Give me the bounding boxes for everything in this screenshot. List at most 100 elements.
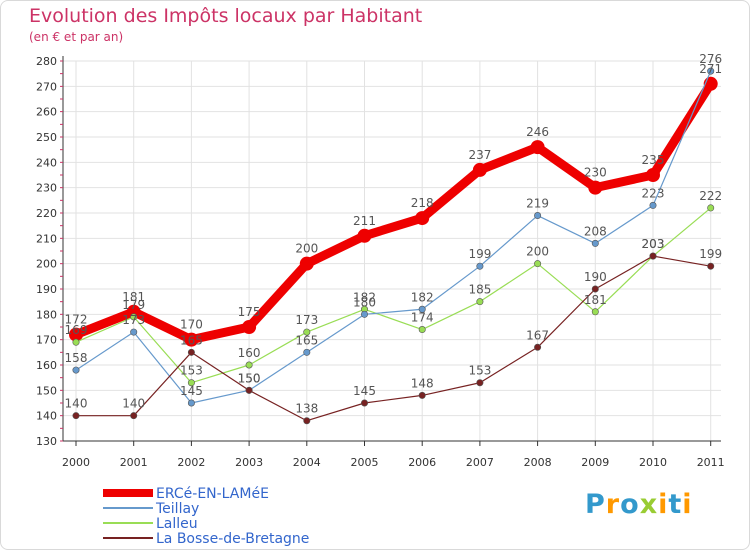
y-tick-label: 200 [36, 258, 57, 271]
series-point-2 [187, 379, 195, 387]
y-tick-label: 230 [36, 182, 57, 195]
series-point-1 [303, 348, 311, 356]
y-tick-label: 140 [36, 410, 57, 423]
data-label: 271 [699, 62, 722, 76]
x-tick-label: 2010 [639, 456, 667, 469]
series-point-0 [530, 140, 545, 155]
data-label: 246 [526, 125, 549, 139]
y-tick-label: 190 [36, 283, 57, 296]
x-tick-label: 2005 [351, 456, 379, 469]
series-point-1 [130, 328, 138, 336]
series-line-2 [75, 207, 712, 384]
x-tick-label: 2011 [697, 456, 725, 469]
y-tick-label: 240 [36, 156, 57, 169]
series-point-2 [476, 298, 484, 306]
data-label: 200 [526, 245, 549, 259]
legend-label: ERCé-EN-LAMéE [156, 486, 269, 502]
data-label: 179 [122, 298, 145, 312]
data-label: 165 [295, 333, 318, 347]
x-tick-label: 2000 [62, 456, 90, 469]
data-label: 165 [180, 333, 203, 347]
logo-letter: P [585, 489, 606, 520]
series-point-3 [360, 399, 368, 407]
series-point-1 [534, 212, 542, 220]
series-point-0 [472, 162, 487, 177]
proxiti-logo: Proxiti [585, 489, 693, 520]
data-label: 160 [238, 346, 261, 360]
series-point-1 [476, 262, 484, 270]
x-tick-label: 2003 [235, 456, 263, 469]
x-tick-label: 2008 [524, 456, 552, 469]
chart-title: Evolution des Impôts locaux par Habitant [29, 5, 423, 27]
logo-letter: i [682, 489, 693, 520]
data-label: 203 [642, 237, 665, 251]
data-label: 182 [411, 290, 434, 304]
data-label: 276 [699, 52, 722, 66]
y-tick-label: 160 [36, 359, 57, 372]
x-tick-label: 2007 [466, 456, 494, 469]
data-label: 235 [642, 153, 665, 167]
series-point-0 [184, 332, 199, 347]
data-label: 181 [584, 293, 607, 307]
y-tick-label: 170 [36, 334, 57, 347]
series-point-0 [415, 211, 430, 226]
chart-subtitle: (en € et par an) [29, 30, 124, 44]
y-tick-label: 280 [36, 55, 57, 68]
data-label: 138 [295, 402, 318, 416]
series-point-0 [588, 180, 603, 195]
data-label: 145 [353, 384, 376, 398]
data-label: 173 [122, 313, 145, 327]
legend-label: Teillay [155, 501, 199, 517]
series-point-2 [245, 361, 253, 369]
data-label: 169 [65, 323, 88, 337]
series-line-0 [71, 79, 716, 345]
series-point-3 [72, 412, 80, 420]
data-label: 170 [180, 318, 203, 332]
x-tick-label: 2002 [177, 456, 205, 469]
series-point-0 [242, 320, 257, 334]
series-point-1 [360, 310, 368, 318]
data-label: 223 [642, 186, 665, 200]
data-label: 181 [122, 290, 145, 304]
data-label: 180 [353, 295, 376, 309]
data-label: 140 [122, 397, 145, 411]
series-point-2 [72, 338, 80, 346]
data-label: 148 [411, 376, 434, 390]
series-point-0 [69, 327, 83, 342]
series-point-3 [245, 386, 253, 394]
data-label: 219 [526, 197, 549, 211]
legend-label: Lalleu [156, 516, 198, 532]
y-tick-label: 250 [36, 131, 57, 144]
data-label: 153 [180, 364, 203, 378]
data-label: 218 [411, 196, 434, 210]
data-label: 203 [642, 237, 665, 251]
data-label: 173 [295, 313, 318, 327]
data-label: 182 [353, 290, 376, 304]
data-label: 158 [65, 351, 88, 365]
series-point-1 [707, 67, 715, 75]
series-point-0 [126, 304, 141, 319]
series-point-1 [418, 305, 426, 313]
data-label: 211 [353, 214, 376, 228]
series-point-1 [187, 399, 195, 407]
logo-letter: x [639, 489, 659, 520]
series-point-1 [649, 201, 657, 209]
series-point-1 [591, 239, 599, 247]
series-point-2 [418, 326, 426, 334]
series-line-1 [75, 70, 712, 404]
y-tick-label: 260 [36, 106, 57, 119]
series-point-3 [187, 348, 195, 356]
data-label: 153 [468, 364, 491, 378]
series-point-0 [299, 256, 314, 271]
series-point-3 [130, 412, 138, 420]
data-label: 140 [65, 397, 88, 411]
series-point-3 [303, 417, 311, 425]
x-tick-label: 2001 [120, 456, 148, 469]
series-point-2 [303, 328, 311, 336]
y-tick-label: 130 [36, 435, 57, 448]
series-point-3 [534, 343, 542, 351]
data-label: 172 [65, 313, 88, 327]
series-point-1 [72, 366, 80, 374]
y-tick-label: 270 [36, 80, 57, 93]
